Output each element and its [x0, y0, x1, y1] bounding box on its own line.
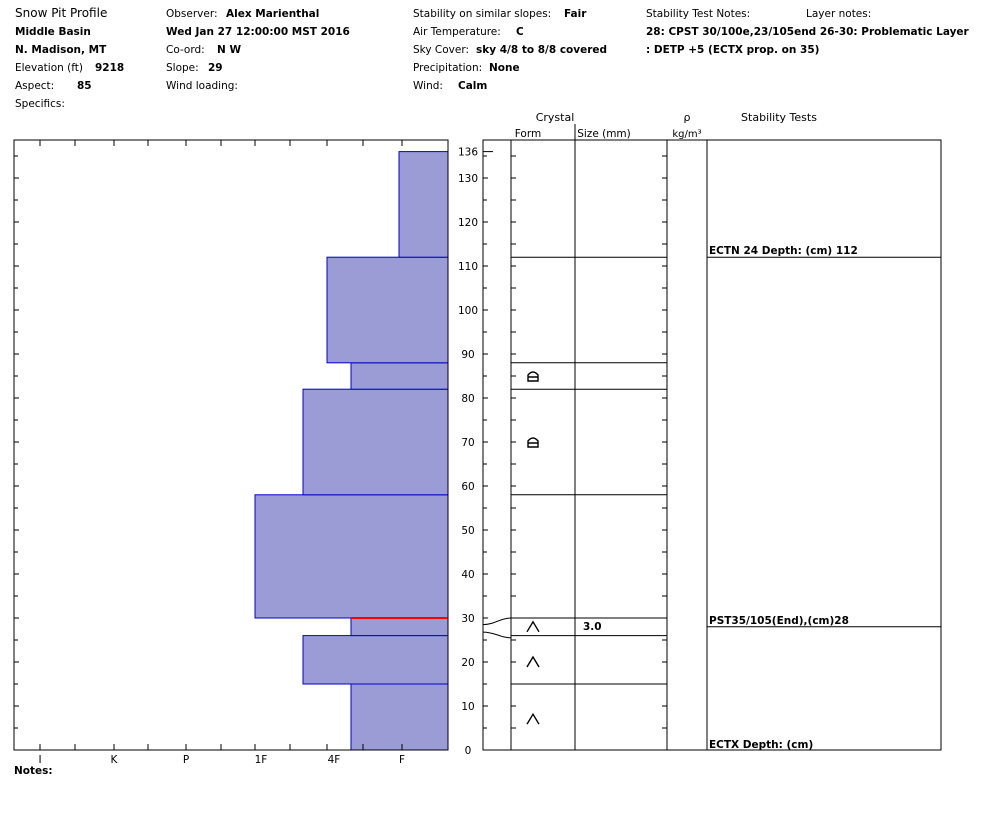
hardness-frame: [13, 139, 449, 751]
rho-header: ρ: [684, 111, 691, 124]
depth-tick-label: 130: [458, 173, 478, 185]
chart-frames: [13, 124, 942, 751]
depth-tick-label: 60: [461, 481, 474, 493]
location: Middle Basin: [15, 26, 91, 38]
stability-label: Stability on similar slopes:: [413, 8, 552, 20]
layer-notes-label: Layer notes:: [806, 8, 872, 20]
stability-notes-label: Stability Test Notes:: [646, 8, 751, 20]
hardness-layer-bar: [350, 617, 449, 637]
wind-value: Calm: [458, 80, 488, 92]
hardness-tick-label: 1F: [255, 754, 268, 766]
crystal-form-symbol: [527, 437, 539, 448]
hardness-layer-bar: [302, 635, 449, 685]
elevation-value: 9218: [95, 62, 125, 74]
depth-tick-label: 30: [461, 613, 474, 625]
hardness-tick-label: P: [183, 754, 189, 766]
depth-tick-label: 0: [465, 745, 472, 757]
hardness-layer-bar: [350, 362, 449, 390]
depth-tick-label: 90: [461, 349, 474, 361]
coord-label: Co-ord:: [166, 44, 205, 56]
depth-tick-label: 10: [461, 701, 474, 713]
crystal-form-symbol: [527, 371, 539, 382]
layer-table: 3.0 ECTN 24 Depth: (cm) 112 PST35/105(End)…: [482, 245, 941, 751]
observer-value: Alex Marienthal: [226, 8, 320, 20]
coord-value: N W: [217, 44, 242, 56]
hardness-axis: I K P 1F 4F F: [38, 140, 405, 766]
region: N. Madison, MT: [15, 44, 107, 56]
crystal-form-symbol: [526, 620, 540, 633]
aspect-value: 85: [77, 80, 92, 92]
layer-connector: [482, 631, 512, 639]
crystal-size-value: 3.0: [583, 621, 602, 633]
crystal-header: Crystal: [536, 111, 575, 124]
observer-label: Observer:: [166, 8, 218, 20]
specifics-label: Specifics:: [15, 98, 65, 110]
air-temp-label: Air Temperature:: [413, 26, 501, 38]
sky-cover-label: Sky Cover:: [413, 44, 470, 56]
hardness-layer-bar: [398, 151, 449, 258]
stability-test-label: ECTX Depth: (cm): [709, 739, 813, 751]
crystal-form-symbol: [526, 655, 540, 668]
precipitation-value: None: [489, 62, 520, 74]
aspect-label: Aspect:: [15, 80, 55, 92]
hardness-tick-label: I: [38, 754, 41, 766]
depth-tick-label: 50: [461, 525, 474, 537]
depth-tick-label: 70: [461, 437, 474, 449]
stability-test-label: PST35/105(End),(cm)28: [709, 615, 849, 627]
crystal-form-symbol: [526, 712, 540, 725]
notes-line-2: : DETP +5 (ECTX prop. on 35): [646, 44, 820, 56]
hardness-tick-label: K: [111, 754, 119, 766]
stability-tests-header: Stability Tests: [741, 111, 817, 124]
hardness-layer-bar: [326, 256, 449, 364]
elevation-label: Elevation (ft): [15, 62, 83, 74]
wind-loading-label: Wind loading:: [166, 80, 238, 92]
depth-tick-label: 40: [461, 569, 474, 581]
hardness-layer-bar: [302, 388, 449, 496]
air-temp-value: C: [516, 26, 524, 38]
hardness-layer-bar: [254, 494, 449, 619]
table-frame: [482, 139, 942, 751]
hardness-layer-bar: [350, 683, 449, 751]
hardness-layers: [254, 151, 449, 751]
precipitation-label: Precipitation:: [413, 62, 483, 74]
density-unit-header: kg/m³: [672, 129, 701, 140]
notes-line-1: 28: CPST 30/100e,23/105end 26-30: Proble…: [646, 26, 969, 38]
depth-tick-label: 136: [458, 147, 478, 159]
stability-test-label: ECTN 24 Depth: (cm) 112: [709, 245, 858, 257]
depth-tick-label: 100: [458, 305, 478, 317]
depth-axis: 0 10 20 30 40 50 60 70 80 90 100 110 120 130 136: [14, 147, 667, 757]
wind-label: Wind:: [413, 80, 443, 92]
depth-tick-label: 80: [461, 393, 474, 405]
form-header: Form: [515, 128, 541, 140]
stability-value: Fair: [564, 8, 587, 20]
observation-date: Wed Jan 27 12:00:00 MST 2016: [166, 26, 350, 38]
depth-tick-label: 110: [458, 261, 478, 273]
size-header: Size (mm): [577, 128, 631, 140]
notes-label: Notes:: [14, 765, 53, 777]
depth-tick-label: 20: [461, 657, 474, 669]
slope-value: 29: [208, 62, 223, 74]
page-title: Snow Pit Profile: [15, 6, 108, 20]
hardness-tick-label: F: [399, 754, 405, 766]
depth-tick-label: 120: [458, 217, 478, 229]
layer-connector: [482, 617, 512, 626]
sky-cover-value: sky 4/8 to 8/8 covered: [476, 44, 608, 56]
hardness-tick-label: 4F: [328, 754, 341, 766]
slope-label: Slope:: [166, 62, 199, 74]
